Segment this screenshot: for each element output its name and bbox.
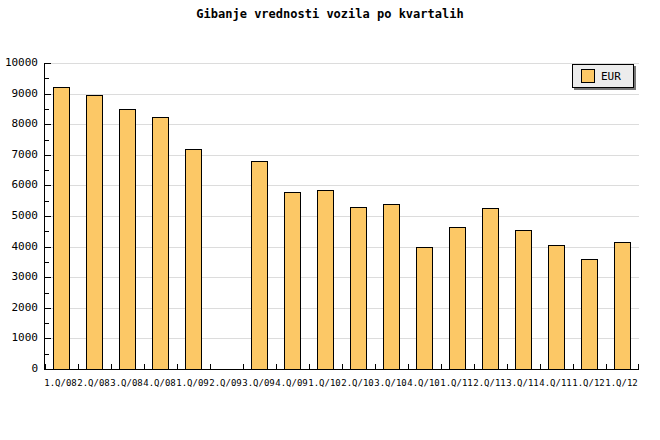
plot-area (44, 63, 639, 370)
y-axis-tick (45, 140, 49, 141)
y-axis-label: 3000 (0, 271, 38, 283)
x-axis-tick (573, 364, 574, 369)
bar (152, 117, 169, 369)
bar (119, 109, 136, 369)
y-axis-label: 8000 (0, 118, 38, 130)
y-axis-tick (45, 262, 49, 263)
bar (515, 230, 532, 369)
bar (284, 192, 301, 369)
y-axis-tick (45, 354, 49, 355)
y-axis-label: 7000 (0, 149, 38, 161)
y-axis-tick (45, 216, 51, 217)
x-axis-tick (111, 364, 112, 369)
bar (581, 259, 598, 369)
x-axis-tick (276, 364, 277, 369)
x-axis-tick (309, 364, 310, 369)
y-axis-tick (45, 201, 49, 202)
bar (482, 208, 499, 369)
bar (251, 161, 268, 369)
y-axis-tick (45, 247, 51, 248)
y-axis-label: 0 (0, 363, 38, 375)
bar (317, 190, 334, 369)
legend-swatch-icon (581, 69, 595, 83)
gridline (45, 63, 639, 64)
y-axis-tick (45, 170, 49, 171)
y-axis-tick (45, 94, 51, 95)
bar (350, 207, 367, 369)
legend: EUR (572, 64, 634, 88)
y-axis-tick (45, 338, 51, 339)
y-axis-label: 4000 (0, 241, 38, 253)
gridline (45, 94, 639, 95)
bar (416, 247, 433, 369)
legend-label: EUR (601, 70, 621, 83)
y-axis-tick (45, 78, 49, 79)
bar (548, 245, 565, 369)
x-axis-label: 1.Q/12 (599, 378, 645, 388)
x-axis-tick (78, 364, 79, 369)
x-axis-tick (144, 364, 145, 369)
x-axis-tick (375, 364, 376, 369)
y-axis-label: 6000 (0, 179, 38, 191)
x-axis-tick (210, 364, 211, 369)
x-axis-tick (606, 364, 607, 369)
y-axis-tick (45, 185, 51, 186)
y-axis-label: 9000 (0, 88, 38, 100)
y-axis-tick (45, 63, 51, 64)
x-axis-tick (243, 364, 244, 369)
y-axis-tick (45, 293, 49, 294)
x-axis-tick (45, 364, 46, 369)
x-axis-tick (507, 364, 508, 369)
y-axis-tick (45, 124, 51, 125)
y-axis-tick (45, 277, 51, 278)
y-axis-tick (45, 109, 49, 110)
x-axis-tick (342, 364, 343, 369)
y-axis-tick (45, 231, 49, 232)
y-axis-label: 2000 (0, 302, 38, 314)
bar-chart: Gibanje vrednosti vozila po kvartalih 0 1… (0, 0, 660, 440)
x-axis-tick (638, 364, 639, 369)
x-axis-tick (441, 364, 442, 369)
y-axis-label: 10000 (0, 57, 38, 69)
x-axis-tick (474, 364, 475, 369)
x-axis-tick (540, 364, 541, 369)
bar (185, 149, 202, 369)
y-axis-tick (45, 323, 49, 324)
y-axis-label: 5000 (0, 210, 38, 222)
chart-title: Gibanje vrednosti vozila po kvartalih (0, 7, 660, 21)
y-axis-label: 1000 (0, 332, 38, 344)
x-axis-tick (408, 364, 409, 369)
bar (53, 87, 70, 369)
bar (449, 227, 466, 369)
y-axis-tick (45, 308, 51, 309)
bar (86, 95, 103, 369)
bar (383, 204, 400, 369)
x-axis-tick (177, 364, 178, 369)
bar (614, 242, 631, 369)
y-axis-tick (45, 155, 51, 156)
